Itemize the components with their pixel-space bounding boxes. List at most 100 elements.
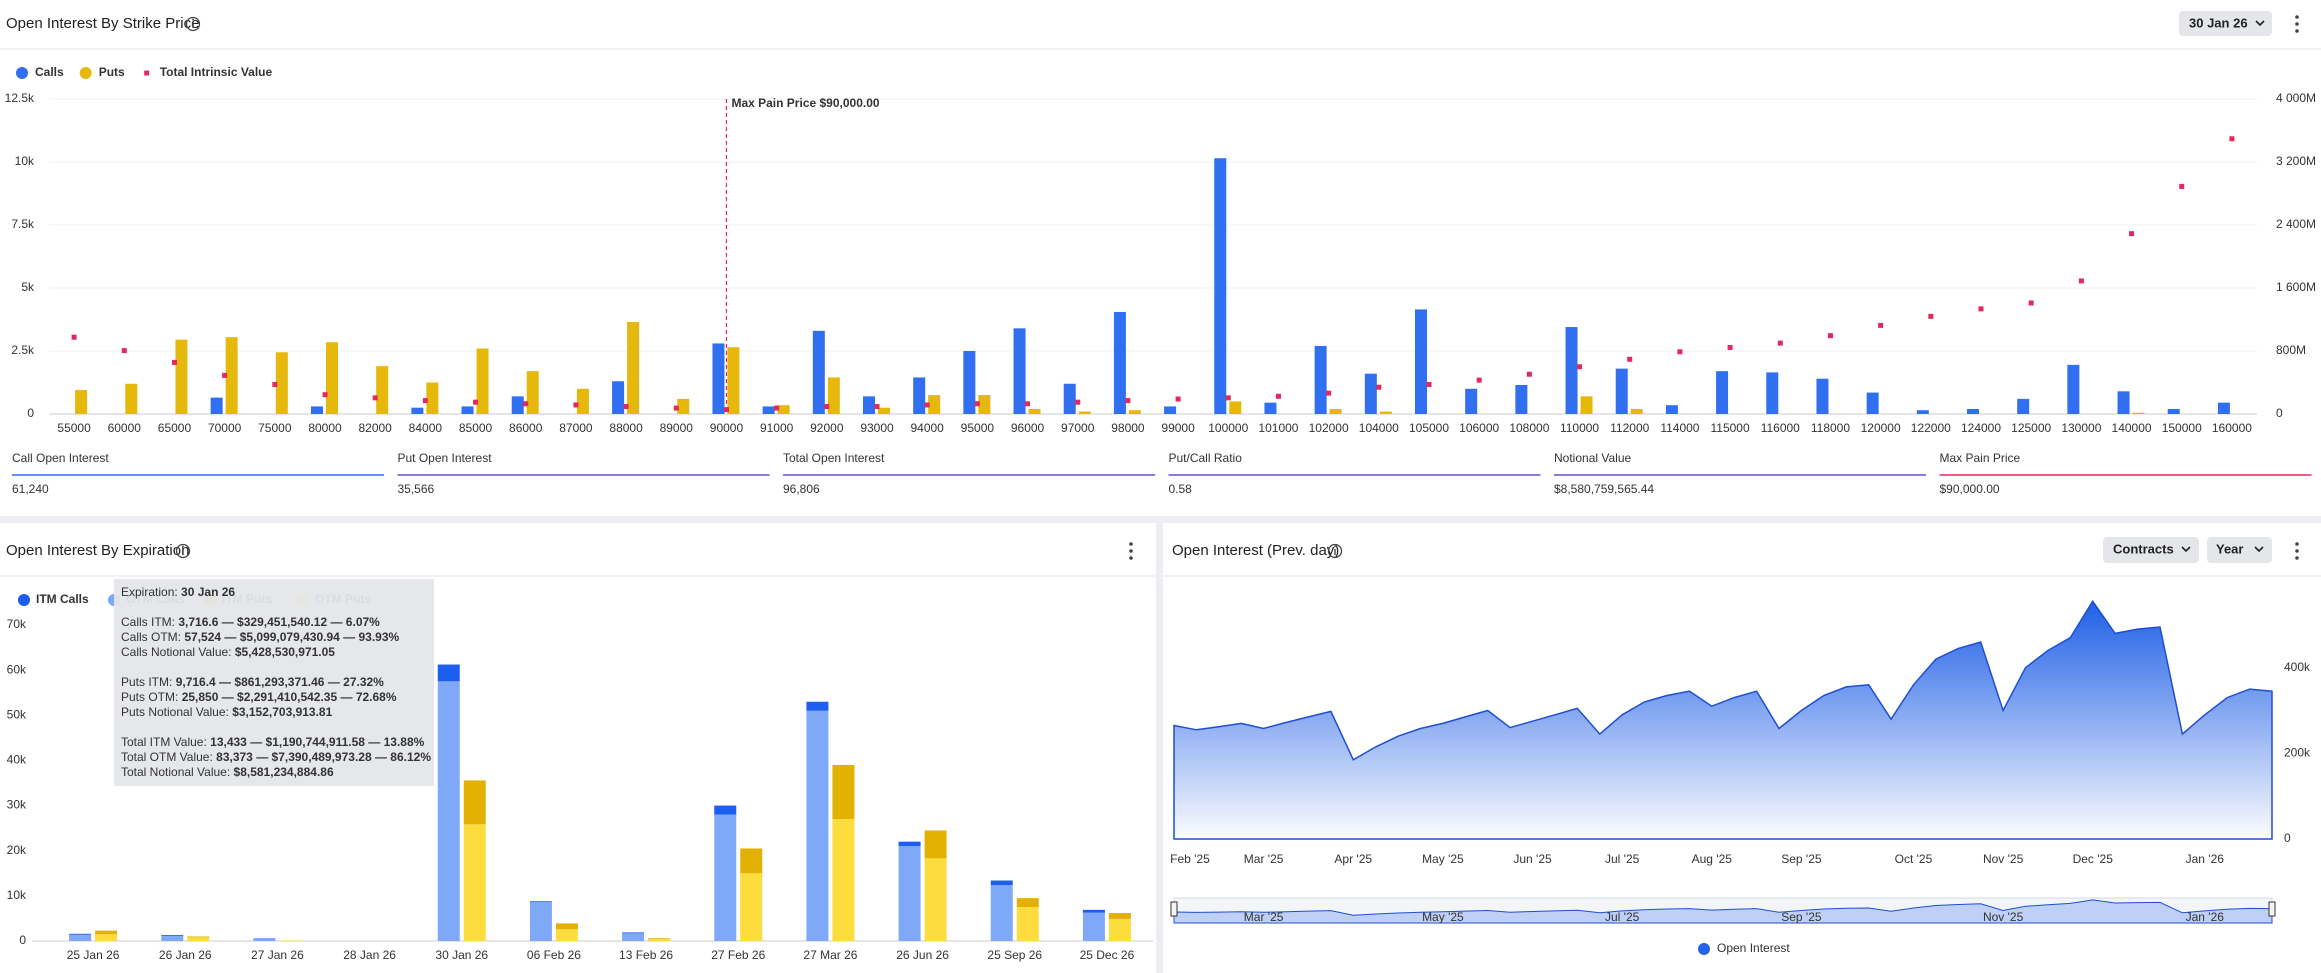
area bbox=[1173, 599, 2273, 840]
bar-segment bbox=[990, 880, 1013, 886]
point bbox=[1225, 395, 1231, 401]
menu[interactable] bbox=[2295, 542, 2299, 560]
menu[interactable] bbox=[2295, 15, 2299, 33]
navigator bbox=[1173, 897, 2273, 924]
navigator-handle[interactable] bbox=[2268, 901, 2276, 917]
point bbox=[673, 405, 679, 411]
tooltip-line-label: Total Notional Value: bbox=[121, 765, 230, 779]
point bbox=[1727, 344, 1733, 350]
bar bbox=[1580, 396, 1593, 414]
stat-label: Notional Value bbox=[1554, 451, 1631, 465]
bar-segment bbox=[69, 934, 92, 941]
bar-segment bbox=[529, 902, 552, 941]
x-tick-label: Nov '25 bbox=[1983, 852, 2024, 866]
point bbox=[71, 334, 77, 340]
legend-marker bbox=[144, 70, 150, 76]
bar bbox=[727, 347, 740, 414]
y-tick-label: 10k bbox=[7, 888, 27, 902]
y2-tick-label: 0 bbox=[2276, 406, 2283, 420]
dropdown-label: 30 Jan 26 bbox=[2189, 15, 2248, 30]
legend-marker bbox=[1698, 943, 1710, 955]
point bbox=[322, 392, 328, 398]
bar bbox=[511, 396, 524, 414]
bar bbox=[1013, 328, 1026, 414]
y-tick-label: 2.5k bbox=[11, 343, 35, 357]
x-tick-label: May '25 bbox=[1422, 852, 1464, 866]
x-tick-label: 104000 bbox=[1359, 421, 1399, 435]
x-tick-label: Oct '25 bbox=[1895, 852, 1933, 866]
tooltip-line: Puts ITM: 9,716.4 — $861,293,371.46 — 27… bbox=[121, 675, 384, 689]
x-tick-label: Jul '25 bbox=[1605, 852, 1640, 866]
bar-segment bbox=[832, 819, 855, 941]
x-tick-label: 116000 bbox=[1761, 421, 1800, 435]
bar-segment bbox=[714, 814, 737, 941]
bar-segment bbox=[1108, 913, 1131, 919]
bar-segment bbox=[253, 938, 276, 941]
bar-segment bbox=[187, 937, 210, 941]
bar bbox=[1379, 411, 1392, 414]
panel bbox=[0, 0, 2321, 516]
info-icon[interactable] bbox=[175, 543, 191, 559]
bar-segment bbox=[832, 764, 855, 820]
bar bbox=[762, 406, 775, 414]
x-tick-label: 90000 bbox=[710, 421, 744, 435]
y2-tick-label: 2 400M bbox=[2276, 217, 2316, 231]
point bbox=[1326, 390, 1332, 396]
dropdown[interactable]: 30 Jan 26 bbox=[2179, 11, 2272, 36]
tooltip-line-label: Puts OTM: bbox=[121, 690, 178, 704]
x-tick-label: Jan '26 bbox=[2186, 852, 2225, 866]
tooltip-line-value: $3,152,703,913.81 bbox=[232, 705, 332, 719]
x-tick-label: 160000 bbox=[2212, 421, 2252, 435]
x-tick-label: 108000 bbox=[1509, 421, 1549, 435]
stat-label: Max Pain Price bbox=[1940, 451, 2021, 465]
x-tick-label: 84000 bbox=[409, 421, 443, 435]
button[interactable]: Year bbox=[2207, 537, 2272, 563]
button[interactable]: Contracts bbox=[2103, 537, 2199, 563]
bar bbox=[612, 381, 625, 414]
x-tick-label: 80000 bbox=[308, 421, 342, 435]
stat-value: $90,000.00 bbox=[1940, 482, 2000, 496]
menu[interactable] bbox=[1129, 542, 1133, 560]
x-tick-label: 95000 bbox=[961, 421, 995, 435]
point bbox=[2028, 300, 2034, 306]
info-icon[interactable] bbox=[1327, 543, 1343, 559]
x-tick-label: 13 Feb 26 bbox=[619, 948, 673, 962]
y2-tick-label: 3 200M bbox=[2276, 154, 2316, 168]
tooltip-line: Puts OTM: 25,850 — $2,291,410,542.35 — 7… bbox=[121, 690, 397, 704]
navigator-handle[interactable] bbox=[1170, 901, 1178, 917]
x-tick-label: 75000 bbox=[258, 421, 292, 435]
point bbox=[2229, 136, 2235, 142]
bar-segment bbox=[648, 939, 671, 941]
point bbox=[1777, 340, 1783, 346]
navigator-area bbox=[1173, 899, 2273, 924]
point bbox=[924, 402, 930, 408]
bar bbox=[326, 342, 338, 414]
bar bbox=[1128, 410, 1141, 414]
tooltip-line-label: Calls ITM: bbox=[121, 615, 175, 629]
bar bbox=[928, 395, 941, 414]
point bbox=[1125, 398, 1131, 404]
legend-marker bbox=[16, 67, 28, 79]
y2-tick-label: 1 600M bbox=[2276, 280, 2316, 294]
x-tick-label: 125000 bbox=[2011, 421, 2051, 435]
info-icon[interactable] bbox=[185, 16, 201, 32]
point bbox=[372, 395, 378, 401]
panel-title: Open Interest (Prev. day) bbox=[1172, 542, 1339, 559]
bar bbox=[1229, 401, 1242, 414]
tooltip-line-label: Calls OTM: bbox=[121, 630, 181, 644]
button-label: Year bbox=[2216, 541, 2243, 556]
bar bbox=[225, 337, 238, 414]
bar-segment bbox=[714, 805, 737, 815]
x-tick-label: 96000 bbox=[1011, 421, 1045, 435]
x-tick-label: Feb '25 bbox=[1170, 852, 1210, 866]
point bbox=[121, 348, 127, 354]
stat-label: Total Open Interest bbox=[783, 451, 885, 465]
tooltip-line-value: 13,433 — $1,190,744,911.58 — 13.88% bbox=[210, 735, 425, 749]
legend-label: Total Intrinsic Value bbox=[160, 65, 273, 79]
point bbox=[573, 402, 579, 408]
legend-label: Calls bbox=[35, 65, 64, 79]
stat-value: $8,580,759,565.44 bbox=[1554, 482, 1654, 496]
x-tick-label: 130000 bbox=[2061, 421, 2101, 435]
x-tick-label: 26 Jan 26 bbox=[159, 948, 212, 962]
bar-segment bbox=[1016, 898, 1039, 908]
